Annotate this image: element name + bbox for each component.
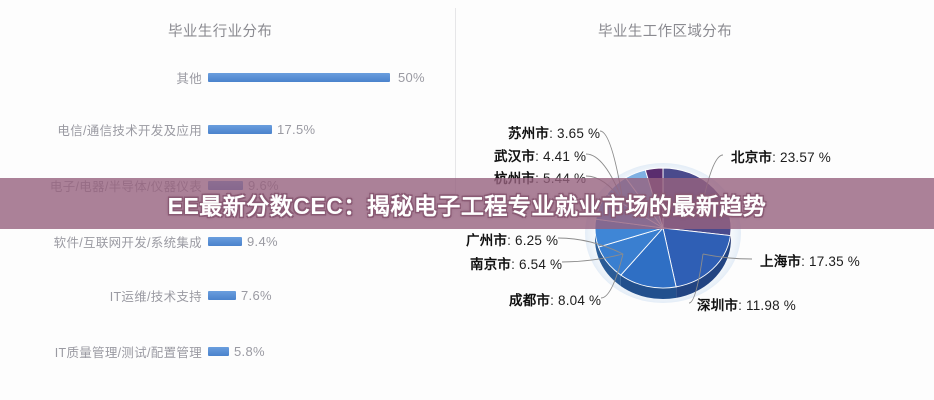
pie-label-value: 23.57 % xyxy=(780,150,831,165)
bar-category-label: 软件/互联网开发/系统集成 xyxy=(53,235,202,250)
pie-slice-label: 南京市: 6.54 % xyxy=(470,253,562,273)
bar-track xyxy=(208,73,390,82)
pie-label-separator: : xyxy=(511,257,520,272)
pie-slice-label: 武汉市: 4.41 % xyxy=(494,145,586,165)
pie-chart-title: 毕业生工作区域分布 xyxy=(598,24,733,40)
pie-label-separator: : xyxy=(507,233,516,248)
pie-label-city: 南京市 xyxy=(470,257,512,272)
pie-slice-label: 成都市: 8.04 % xyxy=(509,289,601,309)
pie-slice-label: 苏州市: 3.65 % xyxy=(508,122,600,142)
pie-slice-label: 上海市: 17.35 % xyxy=(760,250,860,270)
bar-row: IT运维/技术支持 7.6% xyxy=(0,282,456,308)
pie-leader-line xyxy=(688,253,704,304)
pie-leader-line xyxy=(702,253,753,260)
pie-label-value: 17.35 % xyxy=(809,254,860,269)
bar-fill xyxy=(208,125,272,134)
bar-fill xyxy=(208,291,236,300)
pie-label-city: 北京市 xyxy=(731,150,773,165)
bar-fill xyxy=(208,73,390,82)
bar-track xyxy=(208,237,242,246)
pie-label-value: 8.04 % xyxy=(558,293,602,308)
pie-leader-line xyxy=(557,237,624,255)
pie-label-separator: : xyxy=(772,150,781,165)
bar-fill xyxy=(208,347,229,356)
pie-slice[interactable] xyxy=(620,227,677,289)
bar-value-label: 17.5% xyxy=(277,121,316,137)
pie-label-value: 3.65 % xyxy=(557,126,601,141)
bar-row: 软件/互联网开发/系统集成 9.4% xyxy=(0,228,456,254)
bar-value-label: 50% xyxy=(398,69,425,85)
overlay-title-text: EE最新分数CEC：揭秘电子工程专业就业市场的最新趋势 xyxy=(167,192,767,219)
pie-slice-side xyxy=(676,235,731,298)
pie-slice-side xyxy=(598,247,621,287)
bar-chart-title: 毕业生行业分布 xyxy=(168,24,273,40)
pie-slice-label: 深圳市: 11.98 % xyxy=(697,294,796,314)
bar-fill xyxy=(208,237,242,246)
pie-label-value: 4.41 % xyxy=(543,149,587,164)
bar-track xyxy=(208,125,272,134)
bar-row: 电信/通信技术开发及应用 17.5% xyxy=(0,116,456,142)
pie-slice-label: 北京市: 23.57 % xyxy=(731,146,831,166)
pie-label-separator: : xyxy=(550,293,559,308)
bar-category-label: IT运维/技术支持 xyxy=(109,289,202,304)
bar-category-label: IT质量管理/测试/配置管理 xyxy=(54,345,202,360)
pie-label-city: 广州市 xyxy=(466,233,508,248)
bar-track xyxy=(208,347,229,356)
bar-value-label: 7.6% xyxy=(241,287,272,303)
pie-leader-line xyxy=(600,253,624,299)
pie-leader-line xyxy=(561,253,624,263)
bar-row: 其他 50% xyxy=(0,64,456,90)
pie-label-city: 苏州市 xyxy=(508,126,550,141)
overlay-title-banner: EE最新分数CEC：揭秘电子工程专业就业市场的最新趋势 xyxy=(0,178,934,229)
pie-label-value: 11.98 % xyxy=(746,298,796,313)
pie-label-separator: : xyxy=(549,126,558,141)
pie-label-city: 深圳市 xyxy=(697,298,739,313)
pie-label-value: 6.25 % xyxy=(515,233,559,248)
bar-category-label: 其他 xyxy=(176,71,202,86)
pie-label-city: 成都市 xyxy=(509,293,551,308)
pie-label-city: 武汉市 xyxy=(494,149,536,164)
bar-category-label: 电信/通信技术开发及应用 xyxy=(57,123,202,138)
bar-track xyxy=(208,291,236,300)
bar-value-label: 5.8% xyxy=(234,343,265,359)
pie-label-separator: : xyxy=(801,254,810,269)
bar-row: IT质量管理/测试/配置管理 5.8% xyxy=(0,338,456,364)
bar-value-label: 9.4% xyxy=(247,233,278,249)
pie-label-separator: : xyxy=(535,149,544,164)
pie-slice[interactable] xyxy=(662,227,731,288)
pie-slice-label: 广州市: 6.25 % xyxy=(466,229,558,249)
panel-divider xyxy=(455,8,456,194)
pie-label-value: 6.54 % xyxy=(519,257,563,272)
pie-label-separator: : xyxy=(738,298,747,313)
pie-label-city: 上海市 xyxy=(760,254,802,269)
